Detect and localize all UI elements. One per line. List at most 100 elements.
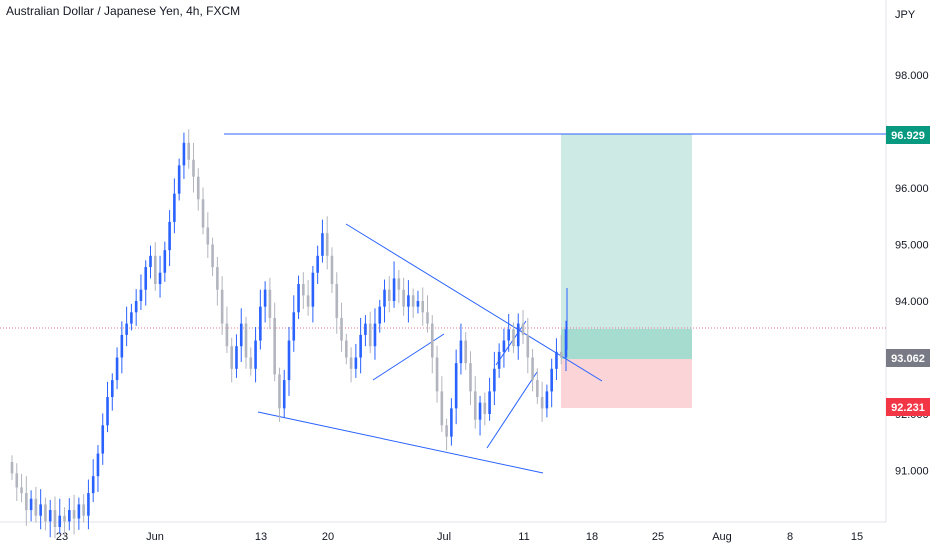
candle — [402, 277, 405, 316]
current-price-label: 93.062 — [891, 353, 925, 365]
time-tick-label: 20 — [322, 531, 334, 543]
candle — [187, 129, 191, 169]
candle — [531, 349, 534, 392]
candle — [354, 343, 358, 378]
stop-price-label: 92.231 — [891, 402, 925, 414]
candle — [526, 317, 530, 374]
upper-trendline[interactable] — [345, 223, 603, 382]
candle — [426, 295, 429, 333]
candle — [268, 277, 272, 330]
candle — [149, 245, 152, 279]
candle — [454, 349, 458, 425]
candle — [483, 392, 487, 426]
candle — [464, 332, 468, 370]
candle — [15, 463, 19, 502]
candle — [383, 279, 386, 323]
candle — [29, 490, 33, 522]
candle — [144, 260, 148, 306]
candle — [225, 306, 229, 353]
candle — [101, 413, 105, 465]
candle — [368, 311, 372, 353]
candle — [82, 494, 85, 523]
candle — [44, 497, 47, 531]
stop-zone[interactable] — [561, 359, 692, 408]
candle — [87, 479, 90, 530]
candle — [173, 178, 176, 234]
candle — [416, 290, 420, 314]
candle — [516, 313, 520, 360]
candle — [407, 280, 410, 323]
time-tick-label: 23 — [56, 531, 68, 543]
candle — [311, 265, 315, 323]
candle — [321, 219, 324, 263]
candle — [421, 287, 425, 326]
candle — [63, 507, 66, 535]
candle — [91, 459, 95, 503]
candle — [330, 247, 334, 294]
candle — [244, 316, 248, 369]
time-tick-label: 8 — [787, 531, 793, 543]
candle — [96, 445, 100, 492]
time-axis[interactable]: 23 Jun 13 20 Jul 11 18 25 Aug 8 15 — [56, 531, 863, 543]
time-tick-label: 15 — [851, 531, 863, 543]
price-tick-label: 95.000 — [895, 240, 929, 252]
candle — [72, 494, 76, 535]
candle — [397, 269, 401, 304]
candle — [120, 321, 124, 374]
price-tick-label: 91.000 — [895, 466, 929, 478]
current-price-badge: 93.062 — [886, 349, 930, 367]
candle — [325, 216, 329, 270]
price-tick-label: 96.000 — [895, 183, 929, 195]
target-zone[interactable] — [561, 134, 692, 329]
candle — [278, 367, 281, 422]
target-price-label: 96.929 — [891, 130, 925, 142]
time-tick-label: Aug — [712, 531, 732, 543]
chart-title: Australian Dollar / Japanese Yen, 4h, FX… — [6, 4, 241, 18]
entry-zone[interactable] — [561, 329, 692, 359]
candle — [349, 347, 353, 383]
price-tick-label: 94.000 — [895, 296, 929, 308]
candle — [110, 373, 114, 411]
candle — [507, 313, 510, 352]
candle — [10, 455, 14, 481]
candle — [302, 272, 305, 309]
candle — [559, 334, 563, 365]
candle — [378, 299, 382, 333]
time-tick-label: 11 — [518, 531, 529, 543]
candle — [445, 418, 448, 451]
candle — [488, 377, 491, 421]
candle — [459, 323, 463, 375]
candle — [106, 381, 109, 433]
candle — [450, 398, 453, 446]
candle — [287, 326, 291, 396]
pattern-drawings[interactable] — [257, 223, 603, 474]
candle — [153, 242, 157, 291]
candle — [48, 499, 52, 538]
candle — [211, 237, 214, 277]
candle — [364, 315, 367, 347]
candle — [125, 306, 128, 347]
candle — [555, 338, 558, 381]
lower-trendline[interactable] — [257, 411, 544, 474]
candle — [158, 255, 162, 298]
candle — [497, 343, 501, 378]
time-tick-label: Jun — [146, 531, 164, 543]
candle — [201, 187, 205, 235]
candle — [177, 158, 181, 201]
candle — [411, 288, 415, 318]
target-price-badge: 96.929 — [886, 126, 930, 144]
candle — [25, 476, 28, 526]
candle — [134, 289, 138, 326]
candle — [493, 351, 496, 405]
flag-upper-line[interactable] — [495, 320, 527, 366]
candle — [292, 295, 296, 352]
stop-price-badge: 92.231 — [886, 398, 930, 416]
candle — [239, 308, 243, 363]
candlestick-series[interactable] — [10, 129, 568, 539]
candle — [235, 334, 238, 378]
flag-lower-line[interactable] — [486, 371, 538, 449]
candle — [58, 498, 62, 534]
candle — [282, 369, 286, 418]
candle — [430, 315, 434, 374]
